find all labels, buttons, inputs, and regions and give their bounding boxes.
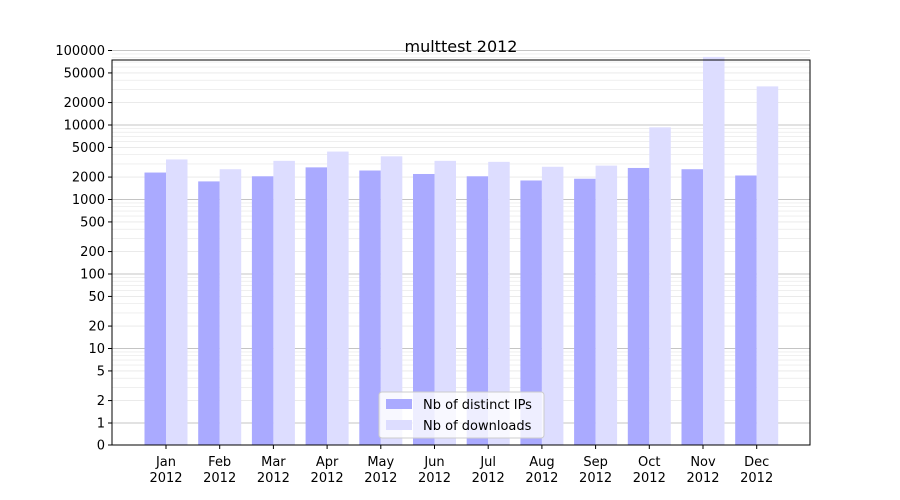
x-tick-label: May 2012 — [364, 455, 397, 486]
legend: Nb of distinct IPs Nb of downloads — [378, 391, 545, 439]
bar — [649, 127, 671, 445]
y-tick-label: 10000 — [64, 119, 105, 134]
x-axis: Jan 2012 Feb 2012 Mar 2012 Apr 2012 May 2012 Jun 20… — [149, 445, 773, 486]
x-tick-label: Oct 2012 — [633, 455, 666, 486]
y-tick-label: 100000 — [55, 44, 105, 59]
chart-title: multtest 2012 — [405, 37, 518, 56]
plot-frame — [111, 59, 811, 446]
x-tick-label: Jan 2012 — [149, 455, 182, 486]
y-tick-label: 200 — [80, 245, 105, 260]
x-tick-label: Sep 2012 — [579, 455, 612, 486]
legend-frame — [378, 391, 545, 439]
y-tick-label: 50 — [88, 290, 105, 305]
bar — [413, 173, 435, 446]
x-tick-label: Nov 2012 — [686, 455, 719, 486]
bar — [703, 56, 725, 445]
bar — [198, 181, 220, 445]
y-tick-label: 5000 — [72, 141, 105, 156]
legend-label-distinct-ips: Nb of distinct IPs — [423, 398, 532, 413]
bar — [251, 176, 274, 445]
legend-label-downloads: Nb of downloads — [423, 419, 532, 434]
bar — [595, 165, 618, 445]
x-tick-label: Mar 2012 — [257, 455, 290, 486]
bar — [380, 156, 403, 445]
y-tick-label: 5 — [97, 364, 105, 379]
bar — [488, 161, 510, 445]
x-tick-label: Dec 2012 — [740, 455, 773, 486]
legend-swatch-distinct-ips — [386, 399, 412, 409]
y-tick-label: 100 — [80, 268, 105, 283]
bar — [219, 169, 242, 445]
y-tick-label: 0 — [97, 439, 105, 454]
y-axis: 0 1 2 5 10 20 50 100 200 500 1000 2000 5000 10000 2000… — [55, 44, 112, 454]
bar — [627, 167, 650, 445]
y-tick-label: 2 — [97, 394, 105, 409]
y-tick-label: 1000 — [72, 193, 105, 208]
bar — [327, 151, 349, 445]
bars-layer — [144, 56, 779, 446]
bar — [541, 166, 564, 445]
y-tick-label: 2000 — [72, 171, 105, 186]
bar — [273, 160, 295, 445]
y-tick-label: 50000 — [64, 66, 105, 81]
y-tick-label: 1 — [97, 417, 105, 432]
bar — [574, 178, 596, 445]
bar — [756, 86, 779, 445]
bar — [166, 159, 188, 445]
y-tick-label: 500 — [80, 215, 105, 230]
x-tick-label: Feb 2012 — [203, 455, 236, 486]
bar — [520, 180, 542, 446]
bar — [434, 160, 456, 445]
bar — [681, 169, 703, 445]
bar — [466, 176, 489, 445]
bar — [305, 167, 328, 445]
x-tick-label: Apr 2012 — [311, 455, 344, 486]
x-tick-label: Jul 2012 — [472, 455, 505, 486]
y-tick-label: 10 — [88, 342, 105, 357]
bar — [144, 172, 166, 445]
legend-swatch-downloads — [386, 420, 412, 430]
bar — [359, 170, 381, 445]
bar — [735, 175, 757, 445]
x-tick-label: Aug 2012 — [525, 455, 558, 486]
x-tick-label: Jun 2012 — [418, 455, 451, 486]
y-tick-label: 20 — [88, 320, 105, 335]
y-tick-label: 20000 — [64, 96, 105, 111]
